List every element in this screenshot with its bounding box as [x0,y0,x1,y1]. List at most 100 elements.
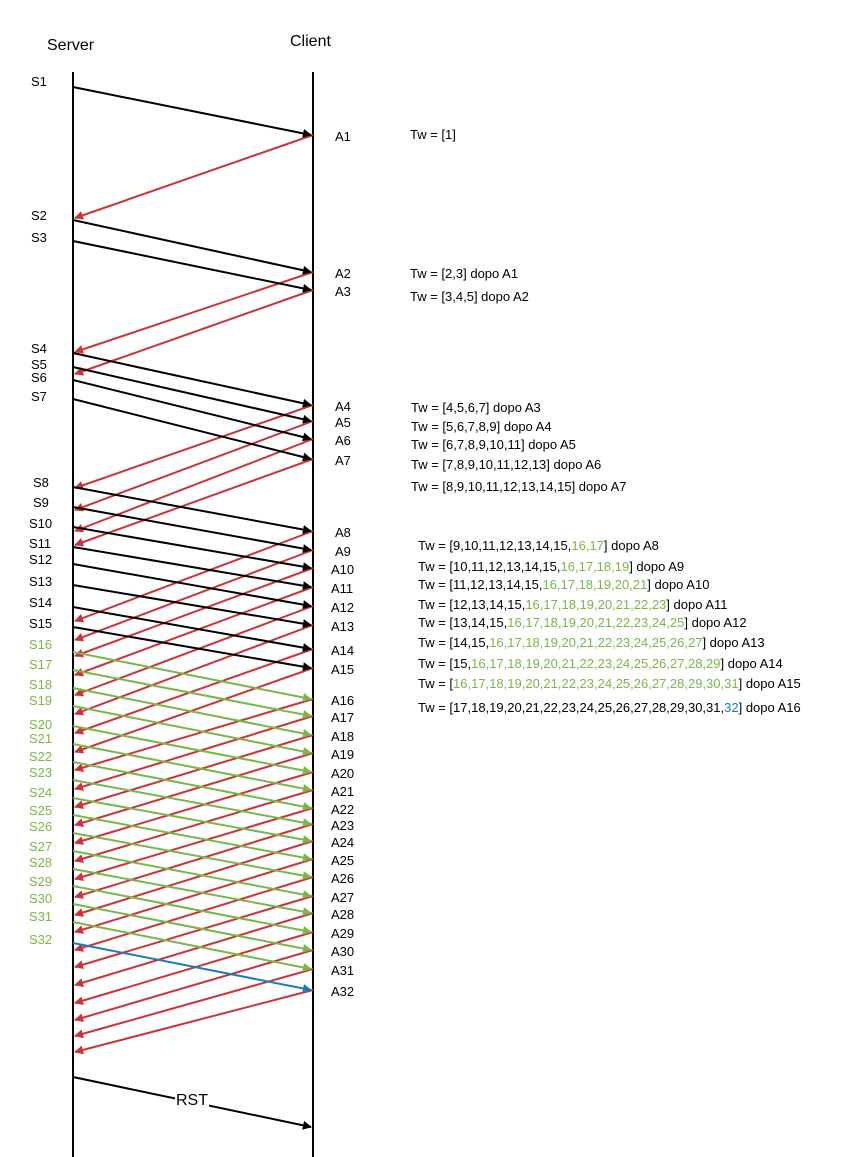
ack-label: A25 [331,853,355,868]
ack-arrow-17 [74,715,314,791]
segment-arrow-6 [72,379,312,442]
tw-line: Tw = [3,4,5] dopo A2 [410,289,529,304]
tw-segment: Tw = [4,5,6,7] dopo A3 [411,400,541,415]
tw-segment: 16,17,18,19,20,21,22,23,24,25 [507,615,685,630]
segment-label: S14 [29,595,53,610]
ack-label: A26 [331,871,355,886]
ack-arrow-28 [74,912,314,987]
segment-arrow-13 [72,584,312,629]
tw-line: Tw = [10,11,12,13,14,15,16,17,18,19] dop… [418,559,684,574]
ack-arrow-15 [74,667,314,754]
segment-arrow-11 [72,546,312,591]
tw-line: Tw = [9,10,11,12,13,14,15,16,17] dopo A8 [418,538,659,553]
segment-label: S6 [31,370,47,385]
ack-arrow-30 [74,949,314,1023]
segment-arrow-26 [72,832,312,880]
ack-label: A3 [335,284,351,299]
ack-label: A32 [331,984,355,999]
tw-segment: Tw = [17,18,19,20,21,22,23,24,25,26,27,2… [418,700,725,715]
segment-label: S28 [29,855,53,870]
segment-label: S24 [29,785,53,800]
ack-label: A13 [331,619,355,634]
ack-label: A17 [331,710,355,725]
tw-line: Tw = [7,8,9,10,11,12,13] dopo A6 [411,457,601,472]
segment-arrow-31 [72,921,312,972]
tw-segment: Tw = [8,9,10,11,12,13,14,15] dopo A7 [411,479,627,494]
server-header: Server [47,37,95,54]
ack-label: A21 [331,784,355,799]
segment-arrow-21 [72,743,312,793]
segment-arrow-7 [72,398,312,462]
ack-arrow-27 [74,895,314,969]
ack-arrow-21 [74,789,314,863]
ack-label: A20 [331,766,355,781]
segment-arrow-32 [72,942,312,993]
segment-label: S10 [29,516,53,531]
segment-label: S20 [29,717,53,732]
segment-arrow-30 [72,903,312,953]
tw-line: Tw = [15,16,17,18,19,20,21,22,23,24,25,2… [418,656,783,671]
segment-arrow-25 [72,814,312,862]
tw-line: Tw = [14,15,16,17,18,19,20,21,22,23,24,2… [418,635,765,650]
ack-label: A18 [331,729,355,744]
segment-arrow-12 [72,563,312,610]
ack-label: A29 [331,926,355,941]
segment-label: S8 [33,475,49,490]
ack-label: A11 [331,581,354,596]
tw-segment: 16,17,18,19,20,21,22,23 [525,597,667,612]
ack-label: A31 [331,963,355,978]
tw-segment: 16,17,18,19,20,21,22,23,24,25,26,27,28,2… [471,656,721,671]
tw-segment: Tw = [9,10,11,12,13,14,15, [418,538,572,553]
ack-arrow-12 [74,605,314,697]
ack-arrow-19 [74,752,314,827]
ack-label: A9 [335,544,351,559]
ack-label: A7 [335,453,351,468]
tw-segment: Tw = [6,7,8,9,10,11] dopo A5 [411,437,576,452]
ack-arrow-7 [74,458,314,547]
segment-label: S12 [29,552,53,567]
ack-label: A5 [335,415,351,430]
ack-arrow-23 [74,823,314,899]
ack-label: A6 [335,433,351,448]
ack-arrow-1 [74,134,314,220]
tw-segment: Tw = [11,12,13,14,15, [418,577,543,592]
ack-label: A12 [331,600,355,615]
ack-label: A19 [331,747,355,762]
segment-arrow-8 [72,486,312,534]
segment-label: S1 [31,74,47,89]
tw-line: Tw = [5,6,7,8,9] dopo A4 [411,419,552,434]
tw-line: Tw = [6,7,8,9,10,11] dopo A5 [411,437,576,452]
segment-arrow-14 [72,606,312,653]
segment-arrow-2 [72,219,312,275]
tw-line: Tw = [17,18,19,20,21,22,23,24,25,26,27,2… [418,700,801,715]
ack-label: A8 [335,525,351,540]
ack-arrow-3 [74,289,314,376]
segment-arrow-9 [72,506,312,553]
ack-label: A16 [331,693,355,708]
tw-segment: ] dopo A8 [603,538,659,553]
segment-arrow-20 [72,725,312,775]
tw-line: Tw = [13,14,15,16,17,18,19,20,21,22,23,2… [418,615,747,630]
segment-label: S19 [29,693,53,708]
tw-segment: ] dopo A16 [738,700,801,715]
tw-segment: Tw = [5,6,7,8,9] dopo A4 [411,419,552,434]
ack-label: A22 [331,802,355,817]
tw-segment: 16,17,18,19,20,21 [542,577,648,592]
tw-line: Tw = [2,3] dopo A1 [410,266,518,281]
tw-segment: Tw = [2,3] dopo A1 [410,266,519,281]
segment-label: S9 [33,495,49,510]
tw-segment: Tw = [1] [410,127,456,142]
ack-label: A4 [335,399,351,414]
segment-arrow-23 [72,779,312,827]
ack-label: A2 [335,266,351,281]
segment-label: S29 [29,874,53,889]
segment-label: S27 [29,839,53,854]
ack-arrow-24 [74,840,314,917]
ack-arrow-16 [74,698,314,772]
ack-arrow-13 [74,624,314,716]
ack-arrow-20 [74,771,314,845]
client-header: Client [290,33,331,50]
tw-segment: ] dopo A14 [720,656,783,671]
tw-segment: 32 [724,700,739,715]
